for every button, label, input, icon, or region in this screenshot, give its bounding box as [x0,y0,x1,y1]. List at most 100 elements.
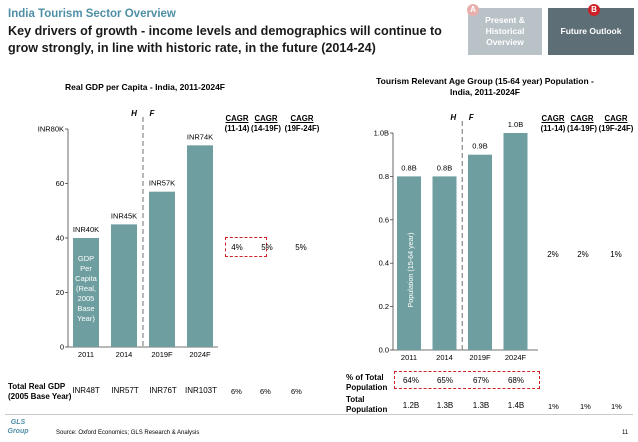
cagr-header-bottom: (14-19F) [567,124,597,133]
y-tick-label: 40 [56,234,64,243]
cagr-header: CAGR (19F-24F) [283,114,321,134]
bar-data-label: INR45K [111,211,137,220]
total-gdp-value: INR76T [149,386,177,395]
bar [397,176,421,350]
bar [187,145,213,347]
x-tick-label: 2019F [151,350,173,359]
y-tick-label: 0.8 [379,172,389,181]
bar-data-label: INR57K [149,179,175,188]
cagr-header-bottom: (19F-24F) [598,124,634,133]
bar-data-label: 0.8B [401,163,416,172]
y-tick-label: 0.4 [379,259,389,268]
y-tick-label: 0 [60,343,64,352]
x-tick-label: 2014 [436,353,453,362]
total-gdp-cagr: 6% [291,387,302,396]
x-tick-label: 2014 [116,350,133,359]
population-share: 64% [402,376,419,385]
cagr-header-bottom: (19F-24F) [284,124,320,133]
y-tick-label: 1.0B [374,129,389,138]
total-population-value: 1.2B [402,401,420,410]
total-population-cagr: 1% [580,402,591,411]
cagr-header-bottom: (14-19F) [251,124,281,133]
total-population-label: Total Population [346,395,388,414]
source-note: Source: Oxford Economics; GLS Research &… [56,430,200,436]
x-tick-label: 2011 [78,350,94,359]
chart-title: Real GDP per Capita - India, 2011-2024F [65,82,225,92]
total-population-cagr: 1% [548,402,559,411]
cagr-header-top: CAGR [290,114,314,123]
bar-data-label: 1.0B [508,120,523,129]
bar-inner-label: Population (15-64 year) [406,232,415,307]
cagr-value: 2% [547,250,559,259]
historic-marker: H [131,109,137,118]
total-population-value: 1.4B [507,401,525,410]
tab-marker-b: B [588,4,600,16]
tab-present-historical[interactable]: Present & Historical Overview [468,8,542,55]
x-tick-label: 2019F [469,353,491,362]
tab-label: Present & Historical Overview [485,15,525,47]
cagr-header: CAGR (14-19F) [250,114,282,134]
cagr-header: CAGR (14-19F) [566,114,598,134]
cagr-value: 5% [261,243,273,252]
total-population-cagr: 1% [611,402,622,411]
forecast-marker: F [469,113,475,122]
page-title: Key drivers of growth - income levels an… [8,24,442,55]
total-population-value: 1.3B [436,401,454,410]
x-tick-label: 2024F [189,350,211,359]
y-tick-label: 20 [56,288,64,297]
y-tick-label: 0.0 [379,346,389,355]
tab-marker-a: A [467,4,479,16]
cagr-value: 4% [231,243,243,252]
cagr-header: CAGR (19F-24F) [598,114,634,134]
cagr-value: 5% [295,243,307,252]
bar [73,238,99,347]
bar [432,176,457,350]
total-gdp-value: INR48T [72,386,100,395]
cagr-header: CAGR (11-14) [538,114,568,134]
page-number: 11 [622,430,629,436]
bar-data-label: INR40K [73,225,99,234]
section-kicker: India Tourism Sector Overview [8,8,176,20]
bar-data-label: 0.9B [472,142,487,151]
bar-inner-label: GDP Per Capita (Real, 2005 Base Year) [75,254,98,323]
cagr-header-bottom: (11-14) [224,124,250,133]
gls-logo: GLS Group [7,419,29,435]
cagr-highlight-box [225,237,267,257]
population-share-label: % of Total Population [346,373,388,392]
tab-label: Future Outlook [560,26,622,36]
share-highlight-box [394,371,540,389]
bar-data-label: 0.8B [437,163,452,172]
bar [111,224,137,347]
cagr-header-top: CAGR [570,114,594,123]
total-gdp-label: Total Real GDP (2005 Base Year) [8,382,72,401]
historic-marker: H [450,113,456,122]
y-tick-label: 0.6 [379,215,389,224]
cagr-value: 1% [610,250,622,259]
bar [468,154,492,350]
y-tick-label: 0.2 [379,302,389,311]
total-population-value: 1.3B [472,401,490,410]
cagr-header: CAGR (11-14) [222,114,252,134]
x-tick-label: 2024F [505,353,527,362]
total-gdp-cagr: 6% [231,387,242,396]
cagr-value: 2% [577,250,589,259]
x-tick-label: 2011 [401,353,417,362]
total-gdp-value: INR57T [111,386,139,395]
y-tick-label: 60 [56,179,64,188]
tab-future-outlook[interactable]: Future Outlook [548,8,634,55]
total-gdp-cagr: 6% [260,387,271,396]
cagr-header-top: CAGR [225,114,249,123]
cagr-header-top: CAGR [604,114,628,123]
chart-title: Tourism Relevant Age Group (15-64 year) … [376,76,594,97]
forecast-marker: F [150,109,156,118]
cagr-header-top: CAGR [541,114,565,123]
population-share: 67% [472,376,489,385]
cagr-header-top: CAGR [254,114,278,123]
y-tick-label: INR80K [38,125,64,134]
population-share: 68% [507,376,524,385]
bar [503,133,528,350]
cagr-header-bottom: (11-14) [540,124,566,133]
footer-divider [5,414,633,415]
population-share: 65% [436,376,453,385]
